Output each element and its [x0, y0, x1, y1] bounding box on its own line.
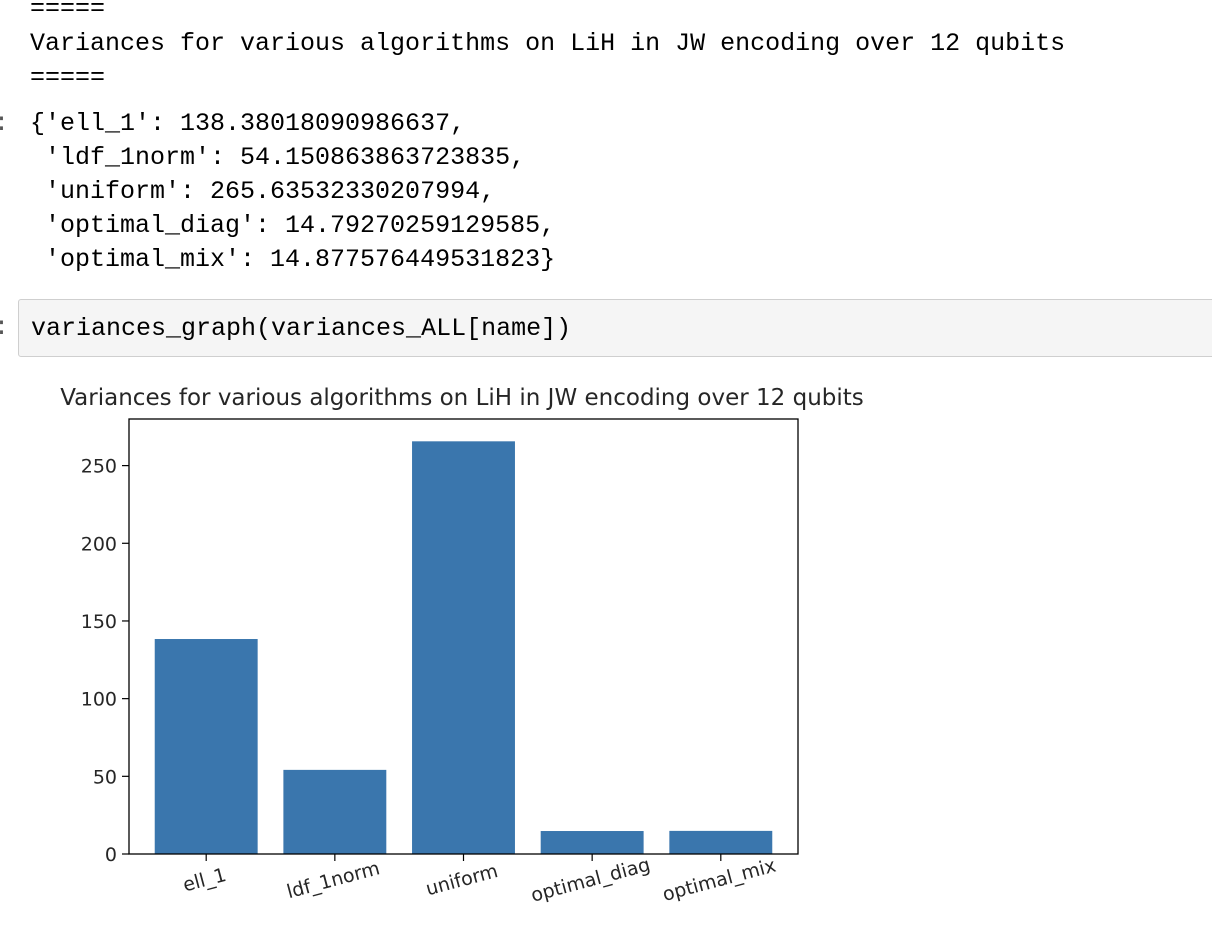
output-prompt: :	[0, 107, 9, 141]
x-tick-label: ell_1	[181, 864, 229, 897]
dict-line-4: 'optimal_diag': 14.79270259129585,	[30, 211, 556, 240]
y-tick-label: 150	[81, 611, 117, 633]
separator-bottom: =====	[30, 63, 106, 92]
x-tick-label: ldf_1norm	[284, 857, 382, 903]
separator-top: =====	[30, 0, 106, 23]
x-tick-label: uniform	[424, 860, 501, 900]
dict-line-3: 'uniform': 265.63532330207994,	[30, 177, 496, 206]
y-tick-label: 200	[81, 533, 117, 555]
dict-line-2: 'ldf_1norm': 54.150863863723835,	[30, 143, 526, 172]
bar-ldf_1norm	[283, 769, 387, 854]
y-tick-label: 100	[81, 689, 117, 711]
x-tick-label: optimal_mix	[660, 855, 778, 906]
y-tick-label: 50	[93, 766, 117, 788]
bar-uniform	[412, 441, 515, 854]
dict-line-5: 'optimal_mix': 14.877576449531823}	[30, 245, 556, 274]
bar-optimal_diag	[540, 831, 644, 854]
dict-line-1: {'ell_1': 138.38018090986637,	[30, 109, 466, 138]
x-tick-label: optimal_diag	[529, 854, 653, 907]
y-tick-label: 0	[105, 844, 117, 866]
code-text[interactable]: variances_graph(variances_ALL[name])	[31, 314, 572, 343]
bar-ell_1	[154, 639, 258, 854]
y-tick-label: 250	[81, 456, 117, 478]
output-header: Variances for various algorithms on LiH …	[30, 29, 1066, 58]
bar-chart: Variances for various algorithms on LiH …	[60, 385, 864, 907]
input-prompt: :	[0, 311, 9, 345]
chart-title: Variances for various algorithms on LiH …	[60, 385, 864, 411]
bar-optimal_mix	[669, 830, 773, 854]
code-cell[interactable]: variances_graph(variances_ALL[name])	[18, 299, 1212, 357]
